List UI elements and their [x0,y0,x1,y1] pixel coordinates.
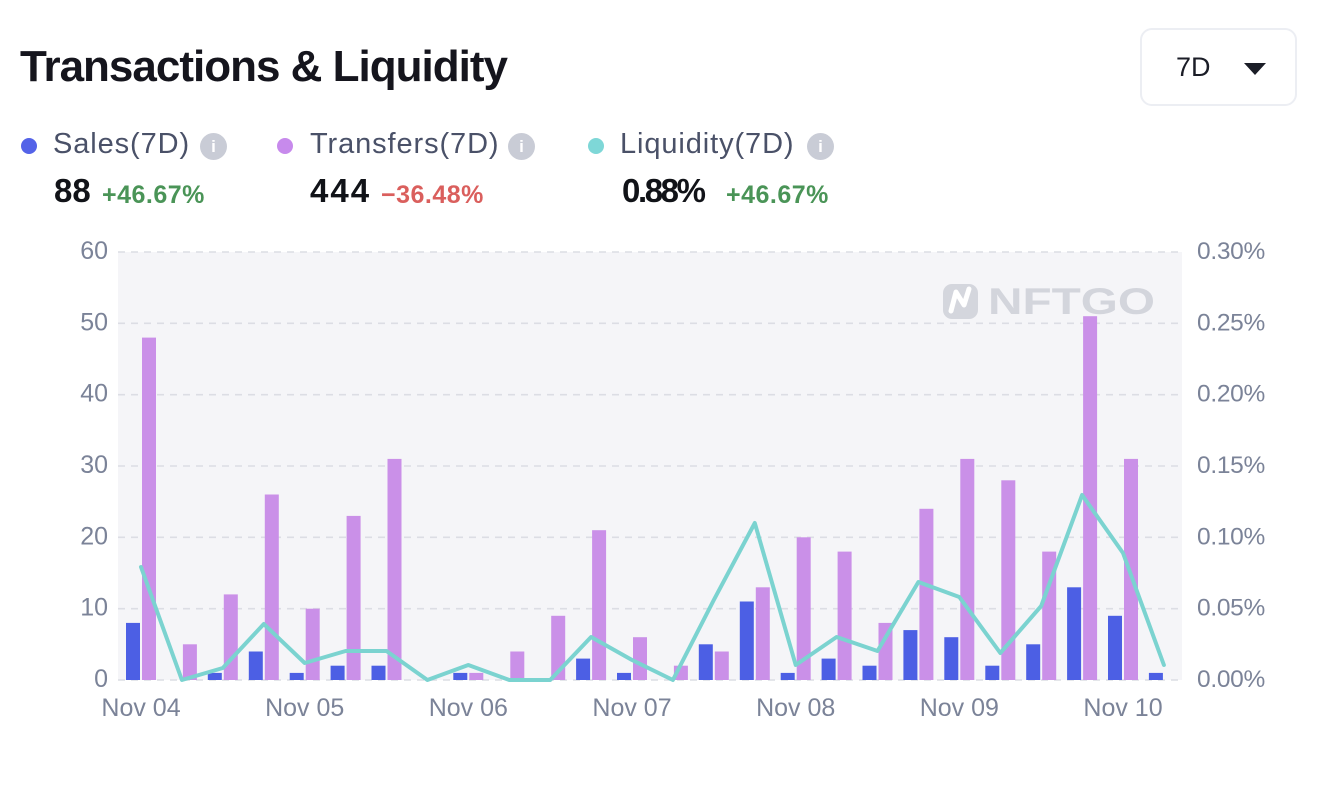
svg-text:Nov 09: Nov 09 [920,694,999,722]
svg-text:50: 50 [80,308,108,336]
svg-text:Nov 06: Nov 06 [429,694,508,722]
svg-text:Nov 07: Nov 07 [592,694,671,722]
svg-text:0.00%: 0.00% [1197,666,1265,693]
svg-text:Nov 05: Nov 05 [265,694,344,722]
svg-text:Nov 08: Nov 08 [756,694,835,722]
svg-text:60: 60 [80,237,108,265]
svg-text:NFTGO: NFTGO [988,281,1155,322]
svg-text:0.15%: 0.15% [1197,452,1265,479]
svg-text:0.05%: 0.05% [1197,595,1265,622]
svg-text:0: 0 [94,665,108,693]
svg-text:30: 30 [80,451,108,479]
svg-text:20: 20 [80,522,108,550]
svg-text:0.25%: 0.25% [1197,309,1265,336]
svg-text:10: 10 [80,594,108,622]
svg-text:0.20%: 0.20% [1197,381,1265,408]
svg-text:0.30%: 0.30% [1197,238,1265,265]
svg-text:Nov 10: Nov 10 [1083,694,1162,722]
svg-text:0.10%: 0.10% [1197,523,1265,550]
svg-text:40: 40 [80,380,108,408]
svg-text:Nov 04: Nov 04 [101,694,180,722]
